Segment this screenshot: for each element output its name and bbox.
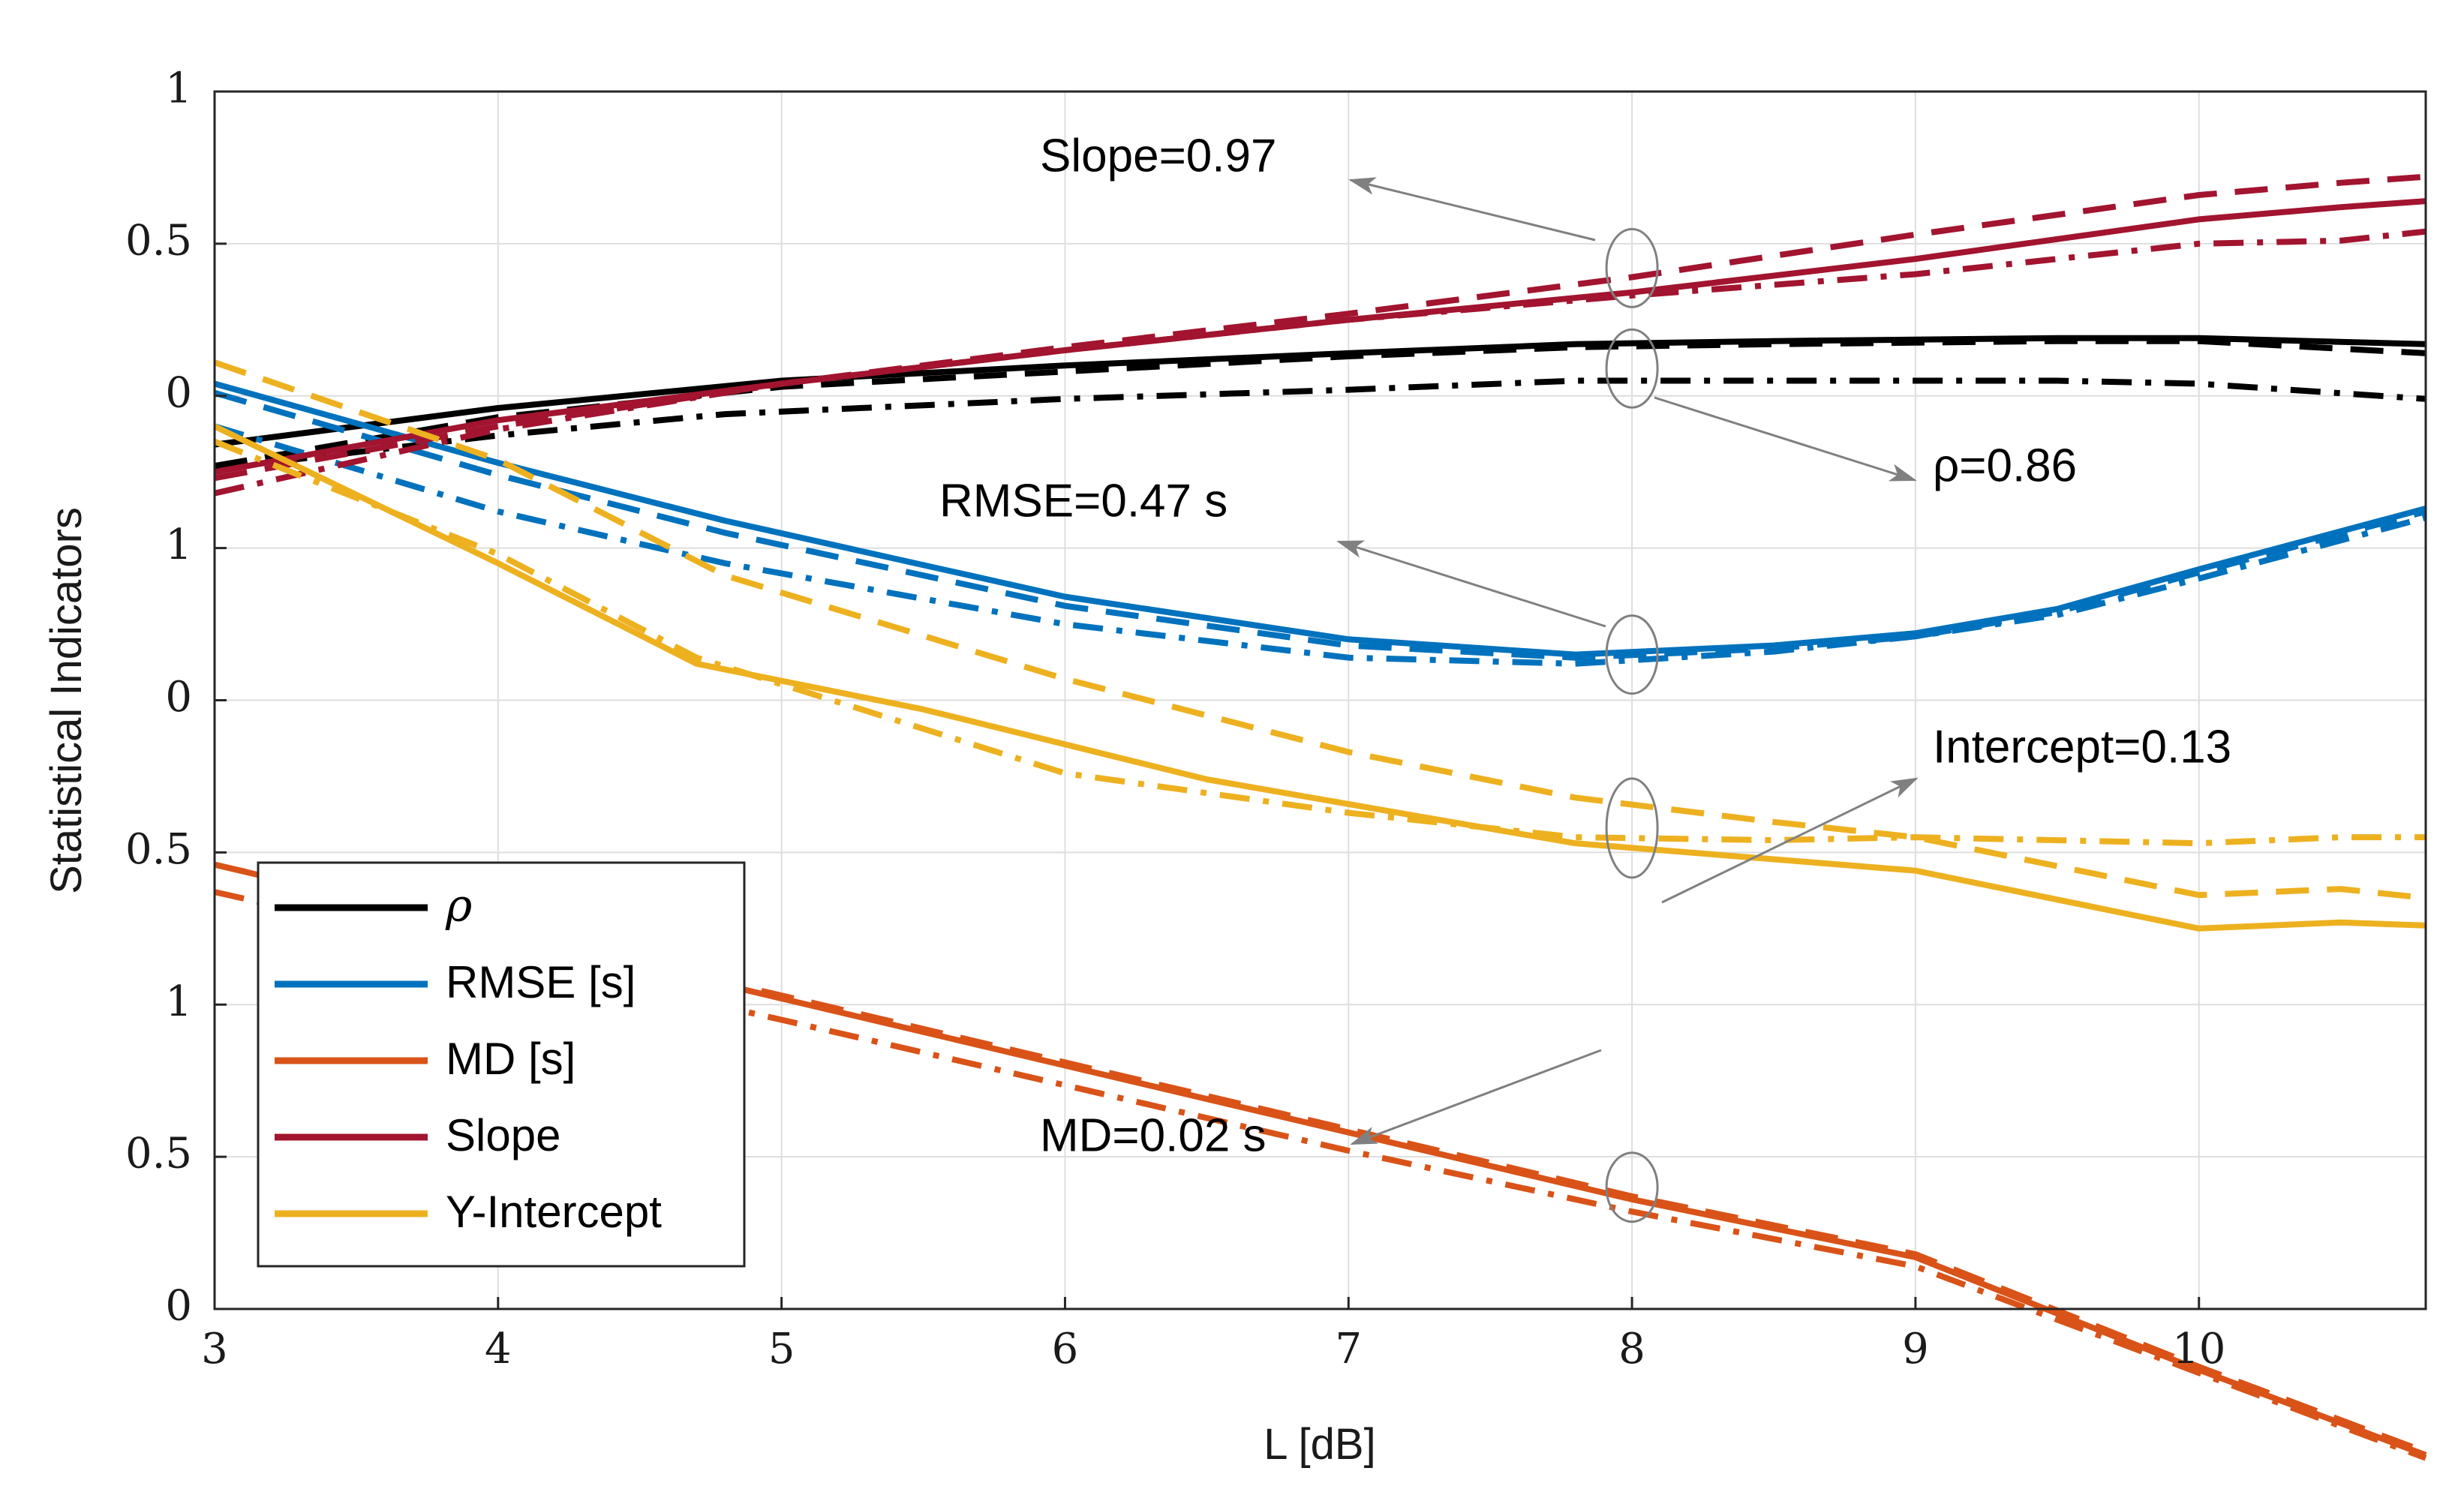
annotation-arrow	[1350, 1049, 1602, 1145]
legend-label-slope: Slope	[446, 1110, 560, 1160]
series-line-intercept-dashed	[213, 359, 2426, 902]
annotation-arrow	[1336, 540, 1606, 628]
series-line-md-dashed	[214, 861, 2427, 1455]
annotation-arrow	[1348, 177, 1596, 242]
x-tick-label: 9	[1902, 1325, 1929, 1373]
annotation-arrow	[1661, 777, 1919, 904]
x-tick-label: 4	[485, 1325, 512, 1373]
annotation-arrow	[1654, 396, 1917, 482]
legend: ρ RMSE [s] MD [s] Slope Y-Intercept	[257, 861, 746, 1268]
x-tick-label: 5	[768, 1325, 795, 1373]
annotation-label: ρ=0.86	[1933, 440, 2077, 491]
annotation-label: MD=0.02 s	[1040, 1109, 1267, 1161]
y-tick-label: 1	[165, 977, 192, 1026]
series-line-intercept-dashdot	[213, 438, 2426, 847]
legend-label-intercept: Y-Intercept	[446, 1187, 662, 1237]
y-tick-label: 0.5	[125, 825, 192, 874]
series-line-md-dashdot	[214, 889, 2427, 1461]
annotation-label: Slope=0.97	[1040, 130, 1276, 182]
annotation-ellipse	[1605, 777, 1659, 879]
annotation-ellipse	[1605, 614, 1659, 695]
x-tick-label: 6	[1052, 1325, 1079, 1373]
series-line-slope-solid	[214, 198, 2426, 476]
x-tick-label: 10	[2172, 1325, 2225, 1373]
y-tick-label: 0.5	[125, 216, 192, 265]
x-tick-label: 3	[201, 1325, 228, 1373]
annotation-layer: Slope=0.97 ρ=0.86 RMSE=0.47 s Intercept=0.1…	[939, 130, 2231, 1223]
x-tick-label: 7	[1335, 1325, 1362, 1373]
x-tick-label: 8	[1618, 1325, 1645, 1373]
series-line-rmse-dashed	[213, 389, 2427, 661]
legend-label-md: MD [s]	[446, 1034, 575, 1084]
y-tick-label: 0.5	[125, 1130, 192, 1178]
y-tick-label: 0	[165, 673, 192, 722]
y-axis-label: Statistical Indicators	[42, 507, 91, 894]
legend-label-rmse: RMSE [s]	[446, 957, 636, 1007]
series-line-intercept-solid	[213, 423, 2426, 932]
x-axis-label: L [dB]	[1264, 1420, 1375, 1469]
annotation-ellipse	[1605, 328, 1659, 409]
legend-label-rho: ρ	[445, 880, 472, 932]
y-tick-label: 0	[165, 368, 192, 417]
series-line-rmse-solid	[213, 380, 2427, 658]
series-line-rmse-dashdot	[213, 423, 2427, 667]
y-tick-label: 1	[165, 521, 192, 569]
series-layer	[213, 173, 2427, 1461]
y-tick-label: 1	[165, 65, 192, 113]
y-tick-label: 0	[165, 1282, 192, 1331]
annotation-ellipse	[1605, 1151, 1659, 1223]
legend-box	[257, 861, 746, 1268]
annotation-label: Intercept=0.13	[1933, 721, 2231, 773]
annotation-ellipse	[1605, 227, 1659, 308]
series-line-slope-dashed	[214, 173, 2426, 482]
series-line-rho-dashdot	[214, 377, 2426, 473]
annotation-label: RMSE=0.47 s	[939, 475, 1227, 527]
